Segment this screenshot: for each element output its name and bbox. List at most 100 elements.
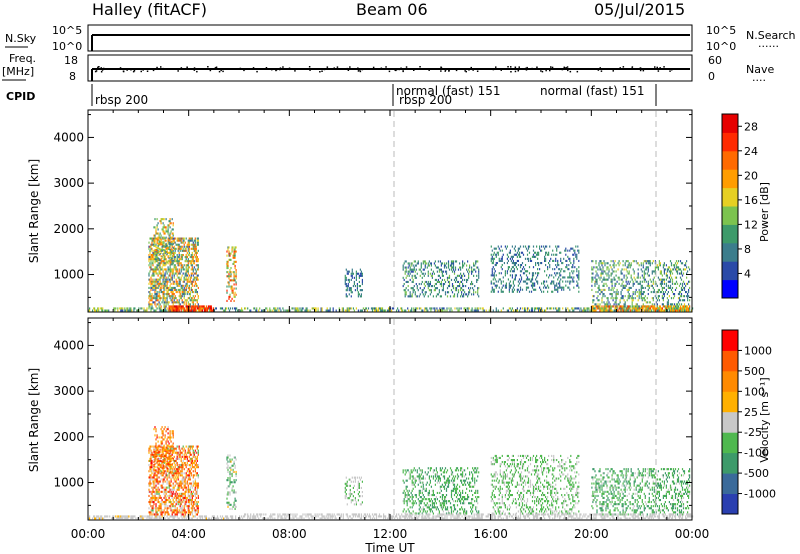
heatmap-cell bbox=[156, 307, 158, 310]
heatmap-cell bbox=[645, 280, 647, 283]
heatmap-cell bbox=[469, 270, 471, 273]
heatmap-cell bbox=[498, 286, 500, 289]
heatmap-cell bbox=[192, 515, 194, 518]
heatmap-cell bbox=[610, 305, 612, 308]
heatmap-cell bbox=[454, 276, 457, 279]
heatmap-cell bbox=[155, 505, 157, 508]
heatmap-cell bbox=[416, 307, 418, 310]
heatmap-cell bbox=[298, 309, 300, 312]
heatmap-cell bbox=[408, 270, 410, 273]
heatmap-cell bbox=[190, 274, 192, 277]
heatmap-cell bbox=[180, 286, 182, 289]
heatmap-cell bbox=[549, 266, 551, 269]
heatmap-cell bbox=[171, 278, 173, 281]
heatmap-cell bbox=[598, 299, 600, 302]
heatmap-cell bbox=[474, 285, 476, 288]
heatmap-cell bbox=[151, 451, 153, 454]
heatmap-cell bbox=[350, 307, 352, 310]
heatmap-cell bbox=[448, 274, 451, 277]
heatmap-cell bbox=[186, 256, 188, 259]
heatmap-cell bbox=[608, 288, 610, 291]
heatmap-cell bbox=[160, 517, 162, 520]
heatmap-cell bbox=[156, 295, 158, 298]
heatmap-cell bbox=[194, 299, 196, 302]
heatmap-cell bbox=[172, 260, 174, 263]
heatmap-cell bbox=[157, 236, 159, 239]
heatmap-cell bbox=[448, 268, 451, 271]
heatmap-cell bbox=[155, 482, 157, 485]
heatmap-cell bbox=[222, 517, 225, 520]
heatmap-cell bbox=[624, 295, 626, 298]
heatmap-cell bbox=[557, 288, 559, 291]
heatmap-cell bbox=[256, 307, 258, 310]
heatmap-cell bbox=[604, 288, 606, 291]
heatmap-cell bbox=[428, 260, 430, 263]
heatmap-cell bbox=[174, 249, 176, 252]
heatmap-cell bbox=[169, 492, 171, 495]
heatmap-cell bbox=[148, 517, 150, 520]
heatmap-cell bbox=[190, 243, 192, 246]
heatmap-cell bbox=[404, 260, 406, 263]
heatmap-cell bbox=[156, 303, 158, 306]
heatmap-cell bbox=[180, 459, 182, 462]
heatmap-cell bbox=[156, 226, 158, 229]
heatmap-cell bbox=[188, 284, 190, 287]
heatmap-cell bbox=[173, 305, 175, 308]
heatmap-cell bbox=[677, 307, 680, 310]
heatmap-cell bbox=[651, 284, 653, 287]
heatmap-cell bbox=[560, 251, 562, 254]
freq-sample bbox=[95, 70, 98, 72]
heatmap-cell bbox=[659, 305, 661, 308]
heatmap-cell bbox=[463, 293, 465, 296]
heatmap-cell bbox=[605, 282, 607, 285]
heatmap-cell bbox=[530, 278, 533, 281]
heatmap-cell bbox=[521, 268, 524, 271]
heatmap-cell bbox=[226, 262, 228, 265]
heatmap-cell bbox=[678, 303, 681, 306]
heatmap-cell bbox=[178, 245, 180, 248]
heatmap-cell bbox=[233, 299, 235, 302]
heatmap-cell bbox=[180, 503, 182, 506]
freq-sample bbox=[599, 67, 601, 69]
heatmap-cell bbox=[175, 282, 177, 285]
heatmap-cell bbox=[168, 307, 170, 310]
heatmap-cell bbox=[160, 238, 162, 241]
heatmap-cell bbox=[168, 224, 170, 227]
heatmap-cell bbox=[168, 445, 170, 448]
heatmap-cell bbox=[199, 309, 201, 312]
heatmap-cell bbox=[416, 295, 418, 298]
heatmap-cell bbox=[176, 299, 178, 302]
heatmap-cell bbox=[101, 307, 103, 310]
heatmap-cell bbox=[193, 254, 195, 257]
heatmap-cell bbox=[164, 258, 166, 261]
heatmap-cell bbox=[628, 307, 630, 310]
heatmap-cell bbox=[154, 513, 156, 516]
heatmap-cell bbox=[154, 251, 156, 254]
heatmap-cell bbox=[348, 289, 350, 292]
heatmap-cell bbox=[190, 305, 192, 308]
heatmap-cell bbox=[275, 309, 277, 312]
heatmap-cell bbox=[653, 276, 655, 279]
heatmap-cell bbox=[622, 280, 624, 283]
heatmap-cell bbox=[522, 253, 525, 256]
heatmap-cell bbox=[623, 286, 625, 289]
heatmap-cell bbox=[151, 239, 153, 242]
heatmap-cell bbox=[611, 309, 613, 312]
heatmap-cell bbox=[685, 268, 687, 271]
heatmap-cell bbox=[461, 274, 463, 277]
heatmap-cell bbox=[158, 247, 160, 250]
heatmap-cell bbox=[578, 251, 580, 254]
heatmap-cell bbox=[361, 272, 363, 275]
heatmap-cell bbox=[157, 499, 159, 502]
heatmap-cell bbox=[163, 297, 165, 300]
heatmap-cell bbox=[295, 307, 297, 310]
heatmap-cell bbox=[195, 288, 197, 291]
heatmap-cell bbox=[558, 268, 560, 271]
heatmap-cell bbox=[195, 278, 197, 281]
heatmap-cell bbox=[181, 513, 183, 516]
heatmap-cell bbox=[576, 270, 578, 273]
heatmap-cell bbox=[511, 245, 513, 248]
heatmap-cell bbox=[149, 266, 151, 269]
heatmap-cell bbox=[151, 303, 153, 306]
